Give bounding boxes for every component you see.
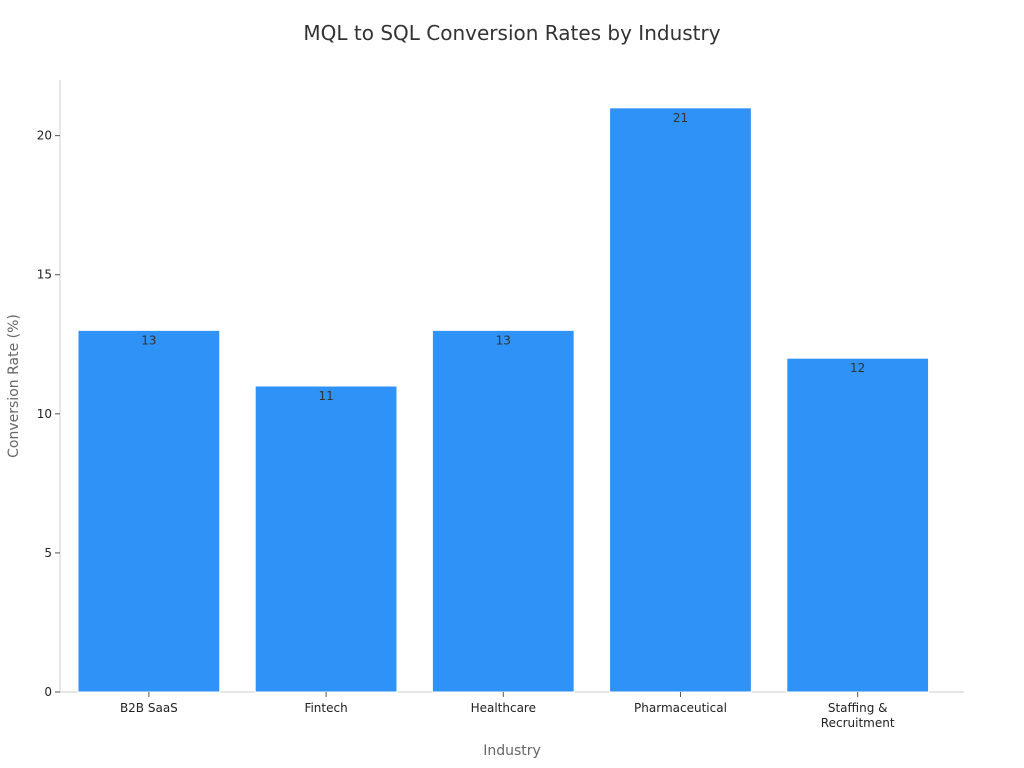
- x-tick-label: Healthcare: [471, 701, 536, 715]
- data-label: 21: [673, 111, 688, 125]
- y-tick-label: 20: [37, 129, 52, 143]
- x-tick-label-line: Fintech: [304, 701, 347, 715]
- bar: [77, 329, 221, 693]
- data-label: 12: [850, 361, 865, 375]
- y-axis-label: Conversion Rate (%): [6, 314, 22, 458]
- x-tick-label: B2B SaaS: [120, 701, 178, 715]
- y-tick-label: 15: [37, 268, 52, 282]
- y-tick-label: 0: [44, 685, 52, 699]
- x-tick-label-line: Staffing &: [828, 701, 888, 715]
- bar: [254, 385, 398, 693]
- bar: [431, 329, 575, 693]
- y-ticks-group: 0 5 10 15 20: [37, 129, 60, 699]
- bar: [609, 107, 752, 693]
- data-label: 13: [496, 333, 511, 347]
- data-label: 11: [318, 389, 333, 403]
- x-ticks-group: B2B SaaS Fintech Healthcare Pharmaceutical S…: [120, 692, 895, 730]
- x-tick-label: Staffing & Recruitment: [821, 701, 895, 730]
- x-tick-label: Fintech: [304, 701, 347, 715]
- data-label: 13: [141, 333, 156, 347]
- x-tick-label-line: Pharmaceutical: [634, 701, 727, 715]
- x-tick-label-line: B2B SaaS: [120, 701, 178, 715]
- y-tick-label: 10: [37, 407, 52, 421]
- chart-title: MQL to SQL Conversion Rates by Industry: [303, 21, 720, 45]
- y-tick-label: 5: [44, 546, 52, 560]
- x-axis-label: Industry: [483, 743, 541, 759]
- x-tick-label-line: Recruitment: [821, 716, 895, 730]
- x-tick-label: Pharmaceutical: [634, 701, 727, 715]
- bar: [786, 357, 930, 693]
- x-tick-label-line: Healthcare: [471, 701, 536, 715]
- bars-group: 13 11 13 21 12: [77, 107, 930, 693]
